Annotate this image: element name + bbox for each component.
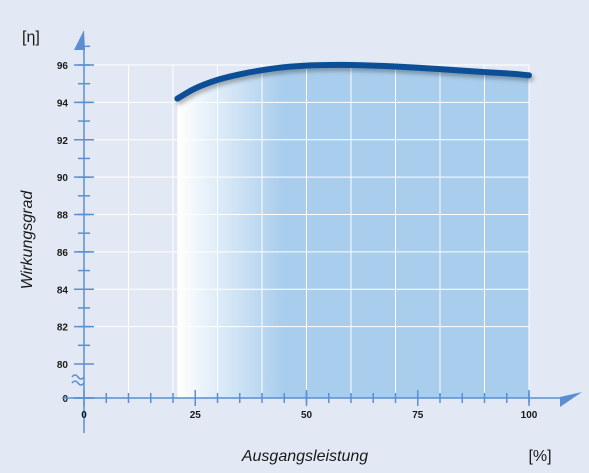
y-tick-label: 88 [57, 211, 69, 222]
y-tick-label: 0 [62, 394, 68, 405]
x-tick-label: 75 [412, 410, 424, 421]
y-tick-label: 84 [57, 285, 69, 296]
y-tick-label: 94 [57, 98, 69, 109]
y-axis-label: Wirkungsgrad [19, 190, 36, 290]
y-tick-label: 90 [57, 173, 69, 184]
area-fill [177, 65, 529, 398]
x-unit-label: [%] [528, 448, 551, 465]
x-tick-label: 100 [521, 410, 538, 421]
y-tick-label: 96 [57, 61, 69, 72]
x-axis-label: Ausgangsleistung [241, 448, 368, 465]
y-tick-label: 80 [57, 360, 69, 371]
y-tick-label: 92 [57, 136, 69, 147]
x-tick-label: 0 [81, 410, 87, 421]
x-tick-label: 25 [190, 410, 202, 421]
x-tick-label: 50 [301, 410, 313, 421]
y-unit-label: [η] [22, 29, 40, 46]
y-tick-label: 82 [57, 323, 69, 334]
y-tick-label: 86 [57, 248, 69, 259]
